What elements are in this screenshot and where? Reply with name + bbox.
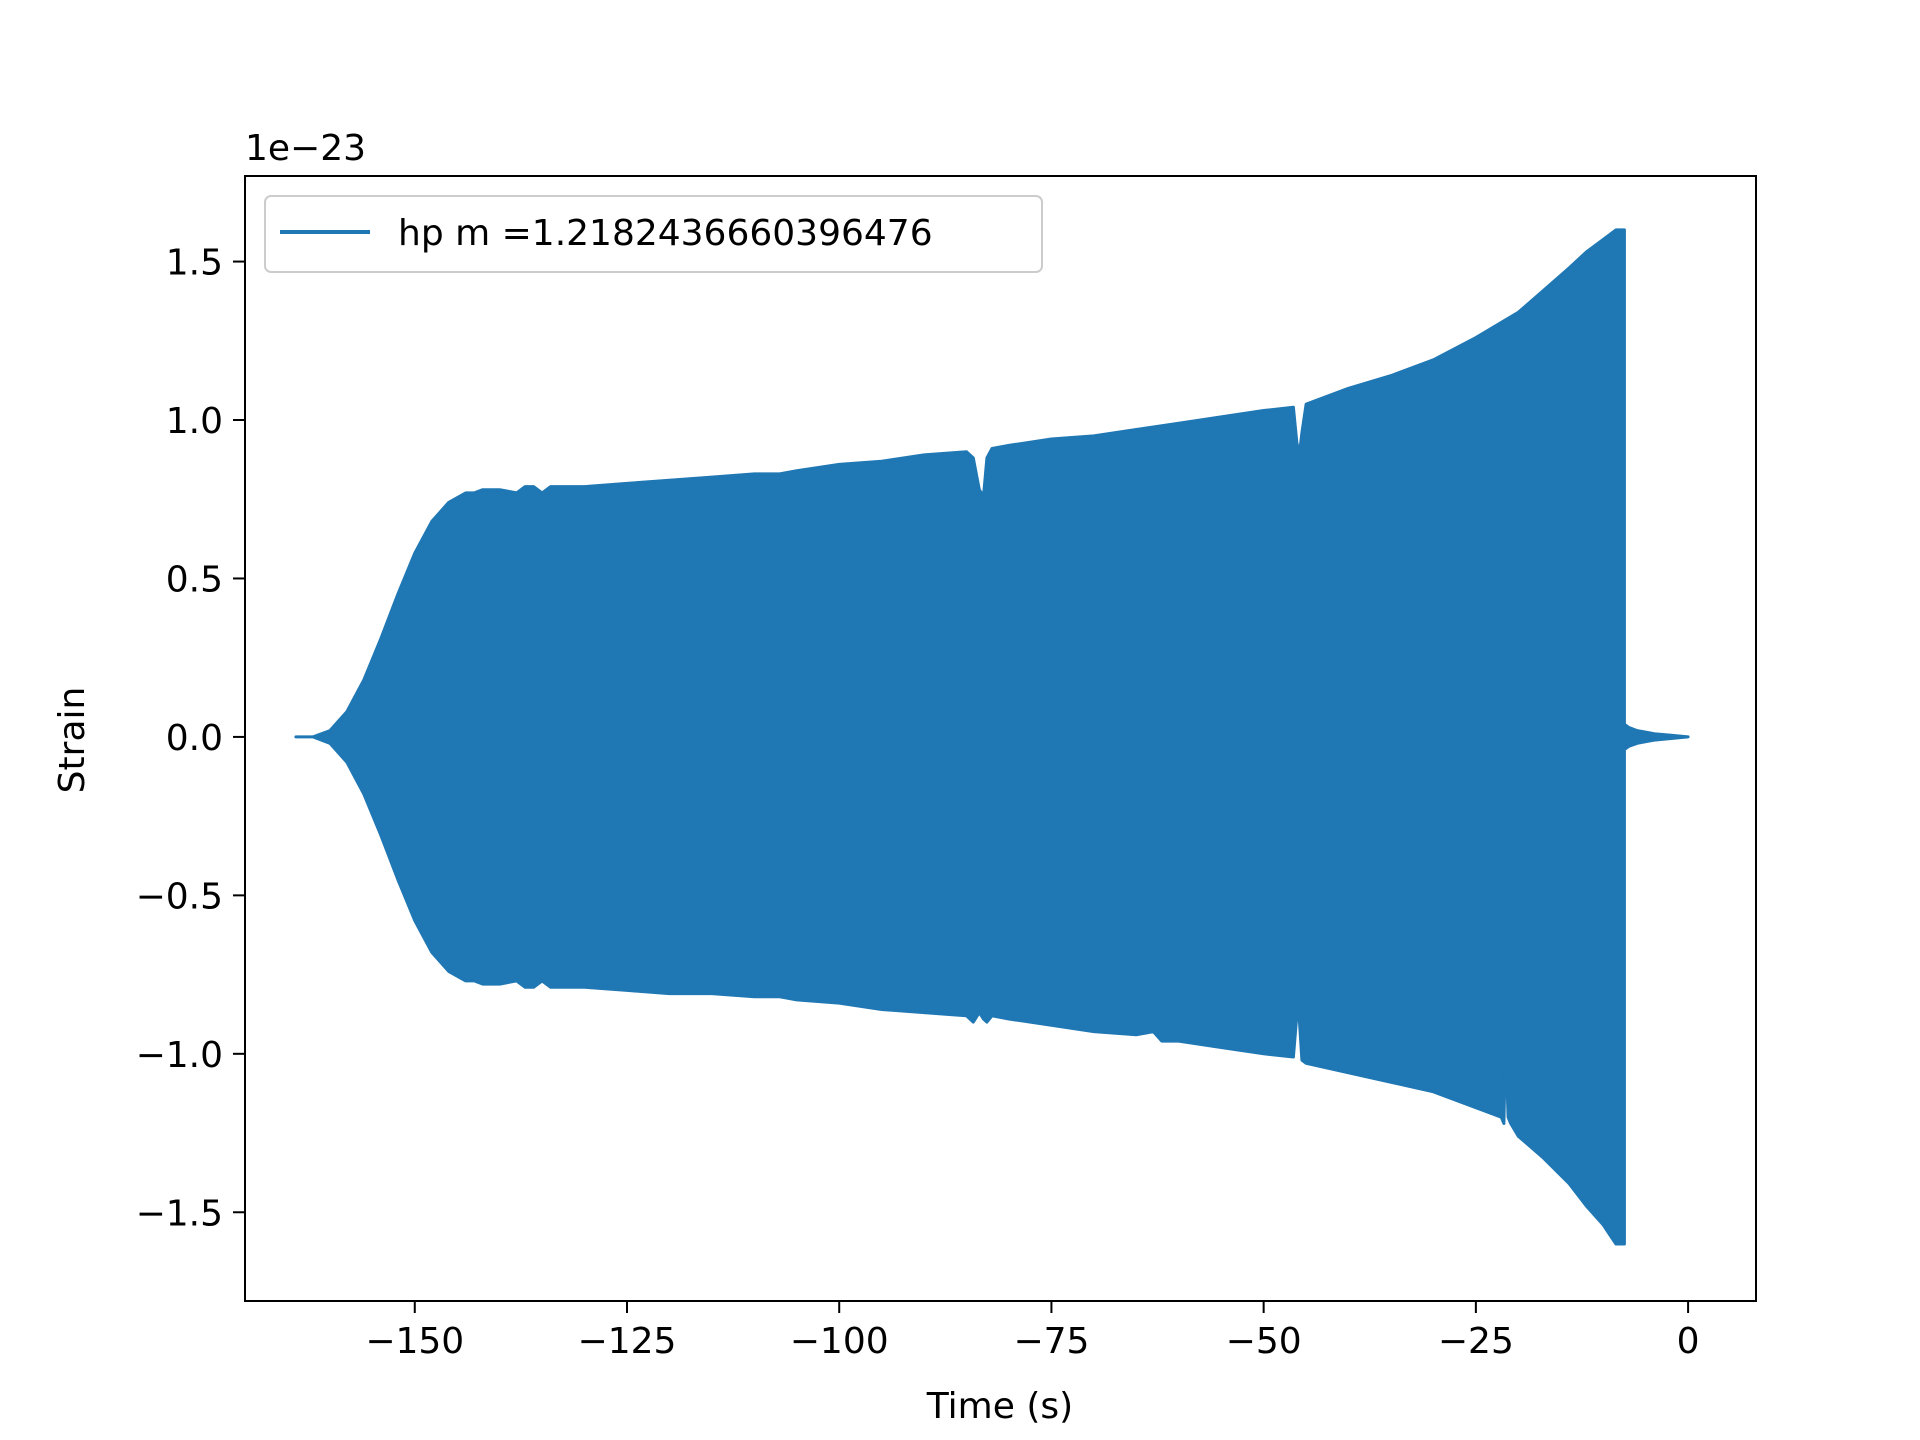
- y-tick-label: −0.5: [136, 876, 223, 917]
- x-tick-label: −150: [365, 1321, 464, 1362]
- x-tick-label: −75: [1013, 1321, 1089, 1362]
- y-tick-label: −1.0: [136, 1035, 223, 1076]
- legend: hp m =1.2182436660396476: [264, 195, 1043, 273]
- x-tick-label: −100: [790, 1321, 889, 1362]
- y-tick-label: 0.5: [166, 559, 223, 600]
- y-tick-label: −1.5: [136, 1193, 223, 1234]
- y-tick-label: 0.0: [166, 718, 223, 759]
- series-layer: [294, 228, 1690, 1246]
- y-axis-ticks: 1.5 1.0 0.5 0.0 −0.5 −1.0 −1.5: [136, 243, 245, 1234]
- y-tick-label: 1.5: [166, 243, 223, 284]
- y-tick-label: 1.0: [166, 401, 223, 442]
- series-hp-waveform: [294, 228, 1690, 1246]
- axes-frame: [244, 175, 1757, 1302]
- y-offset-label: 1e−23: [245, 128, 366, 169]
- x-tick-label: −50: [1226, 1321, 1302, 1362]
- y-axis-label: Strain: [52, 687, 93, 794]
- x-tick-label: −25: [1438, 1321, 1514, 1362]
- x-axis-ticks: −150 −125 −100 −75 −50 −25 0: [365, 1301, 1700, 1362]
- legend-box: [264, 195, 1043, 273]
- legend-label: hp m =1.2182436660396476: [398, 213, 933, 254]
- x-tick-label: 0: [1677, 1321, 1700, 1362]
- x-tick-label: −125: [578, 1321, 677, 1362]
- x-axis-label: Time (s): [926, 1386, 1073, 1427]
